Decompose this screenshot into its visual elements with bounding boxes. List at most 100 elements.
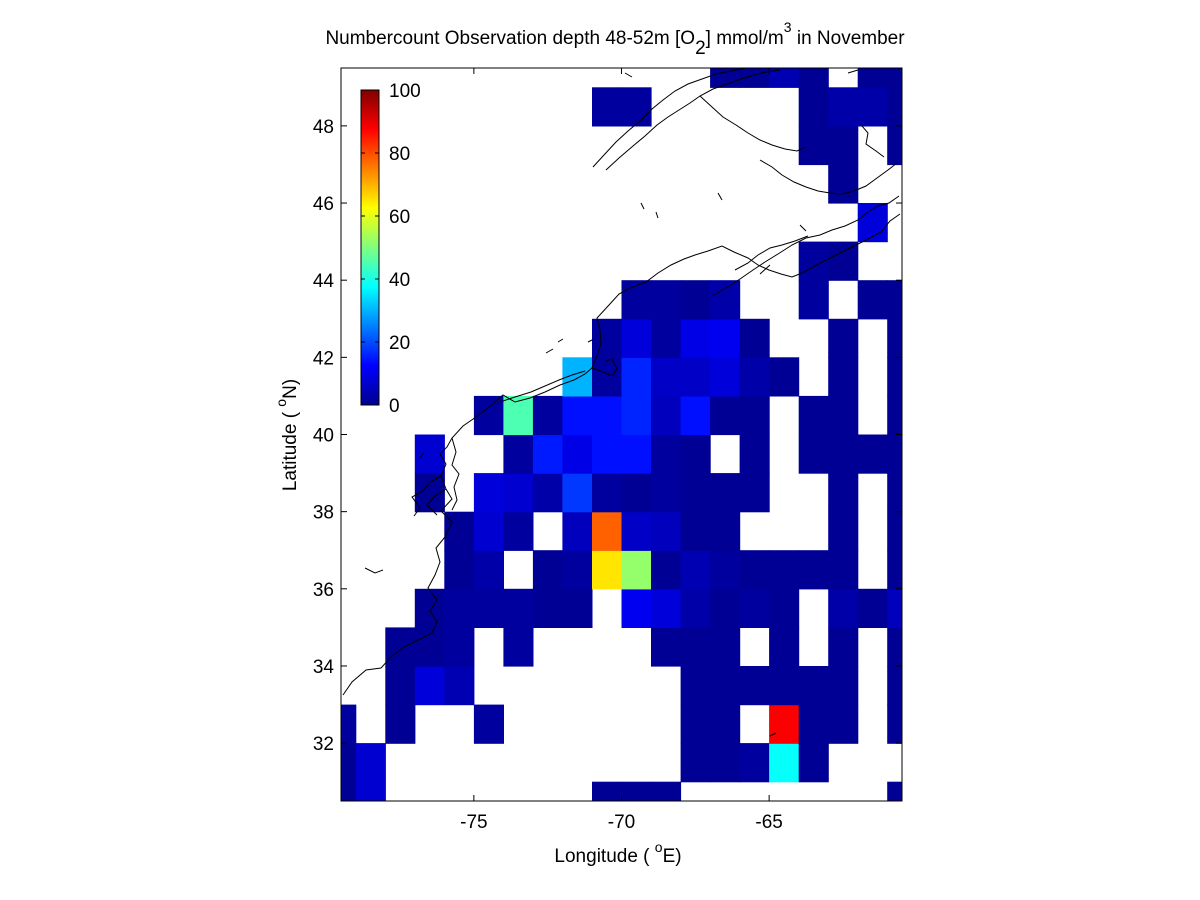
heatmap-cell bbox=[798, 87, 829, 127]
heatmap-cell bbox=[710, 318, 741, 358]
heatmap-cell bbox=[739, 588, 770, 628]
colorbar: 0 20 40 60 80 100 bbox=[360, 81, 421, 417]
title-subscript: 2 bbox=[695, 38, 706, 59]
heatmap-cell bbox=[769, 357, 800, 397]
heatmap-cell bbox=[621, 781, 652, 801]
heatmap-cell bbox=[532, 395, 563, 436]
heatmap-cell bbox=[592, 395, 623, 436]
heatmap-cell bbox=[887, 588, 902, 628]
heatmap-cell bbox=[592, 87, 623, 127]
y-tick-label: 40 bbox=[313, 426, 334, 447]
heatmap-cell bbox=[710, 550, 741, 590]
heatmap-cell bbox=[503, 627, 534, 667]
heatmap-cell bbox=[887, 511, 902, 551]
heatmap-cell bbox=[680, 550, 711, 590]
heatmap-cell bbox=[680, 318, 711, 358]
coastline-islands bbox=[364, 72, 807, 737]
heatmap-cell bbox=[828, 357, 859, 397]
heatmap-cell bbox=[444, 627, 475, 667]
heatmap-cell bbox=[798, 280, 829, 320]
chart-title: Numbercount Observation depth 48-52m [O2… bbox=[325, 19, 905, 59]
heatmap-cell bbox=[651, 318, 682, 358]
title-mid: ] mmol/m bbox=[706, 28, 784, 49]
heatmap-cell bbox=[503, 588, 534, 628]
heatmap-cell bbox=[710, 743, 741, 783]
heatmap-cell bbox=[414, 588, 445, 628]
heatmap-cell bbox=[798, 743, 829, 783]
heatmap-cell bbox=[562, 473, 593, 513]
heatmap-cell bbox=[621, 318, 652, 358]
title-superscript: 3 bbox=[784, 19, 792, 35]
heatmap-cell bbox=[341, 743, 357, 783]
heatmap-cell bbox=[828, 395, 859, 436]
heatmap-cell bbox=[887, 318, 902, 358]
heatmap-cell bbox=[341, 781, 357, 801]
heatmap-cell bbox=[621, 511, 652, 551]
heatmap-cell bbox=[769, 704, 800, 744]
heatmap-cell bbox=[828, 550, 859, 590]
heatmap-cell bbox=[473, 473, 504, 513]
heatmap-cell bbox=[562, 550, 593, 590]
y-tick-label: 32 bbox=[313, 734, 334, 755]
colorbar-tick-label: 100 bbox=[389, 81, 421, 102]
coastline-nova-scotia bbox=[711, 195, 900, 297]
heatmap-cell bbox=[503, 434, 534, 474]
heatmap-cell bbox=[798, 704, 829, 744]
heatmap-cell bbox=[798, 666, 829, 706]
heatmap-cell bbox=[621, 434, 652, 474]
coastline-long-island bbox=[499, 370, 586, 403]
heatmap-cell bbox=[473, 588, 504, 628]
heatmap-cell bbox=[444, 511, 475, 551]
heatmap-cell bbox=[828, 434, 859, 474]
heatmap-cell bbox=[385, 666, 416, 706]
heatmap-cell bbox=[592, 473, 623, 513]
coastline bbox=[342, 68, 901, 737]
heatmap-cell bbox=[532, 588, 563, 628]
heatmap-cell bbox=[680, 511, 711, 551]
y-tick-label: 38 bbox=[313, 503, 334, 524]
heatmap-cell bbox=[444, 550, 475, 590]
heatmap-cell bbox=[532, 473, 563, 513]
heatmap-cell bbox=[798, 68, 829, 88]
title-end: in November bbox=[792, 28, 906, 49]
heatmap-cell bbox=[680, 666, 711, 706]
heatmap-cell bbox=[680, 588, 711, 628]
heatmap-cell bbox=[592, 357, 623, 397]
heatmap-cell bbox=[710, 395, 741, 436]
heatmap-cell bbox=[887, 666, 902, 706]
heatmap-cell bbox=[769, 550, 800, 590]
heatmap-cell bbox=[739, 395, 770, 436]
heatmap-cell bbox=[887, 781, 902, 801]
heatmap-cell bbox=[444, 588, 475, 628]
heatmap-cell bbox=[887, 550, 902, 590]
heatmap-cell bbox=[710, 511, 741, 551]
heatmap-cell bbox=[651, 781, 682, 801]
heatmap-cell bbox=[503, 511, 534, 551]
heatmap-cell bbox=[887, 87, 902, 127]
heatmap-cell bbox=[621, 87, 652, 127]
heatmap-cell bbox=[798, 550, 829, 590]
x-tick-label: -70 bbox=[608, 812, 635, 833]
colorbar-tick-label: 0 bbox=[389, 396, 400, 417]
colorbar-tick-label: 20 bbox=[389, 333, 410, 354]
heatmap-cell bbox=[739, 318, 770, 358]
y-tick-label: 48 bbox=[313, 117, 334, 138]
heatmap-cell bbox=[828, 125, 859, 166]
heatmap-cell bbox=[857, 588, 888, 628]
heatmap-cell bbox=[621, 395, 652, 436]
heatmap-cell bbox=[621, 473, 652, 513]
heatmap-cell bbox=[739, 550, 770, 590]
heatmap-cell bbox=[651, 280, 682, 320]
heatmap-cell bbox=[857, 280, 888, 320]
heatmap-cell bbox=[710, 666, 741, 706]
colorbar-gradient bbox=[360, 89, 380, 406]
heatmap-cell bbox=[710, 473, 741, 513]
heatmap-cell bbox=[680, 395, 711, 436]
y-axis: 32 34 36 38 40 42 44 46 48 bbox=[313, 117, 902, 755]
heatmap-cell bbox=[680, 280, 711, 320]
heatmap-cell bbox=[828, 87, 859, 127]
heatmap-cell bbox=[828, 318, 859, 358]
heatmap-cell bbox=[828, 588, 859, 628]
heatmap-cell bbox=[651, 550, 682, 590]
